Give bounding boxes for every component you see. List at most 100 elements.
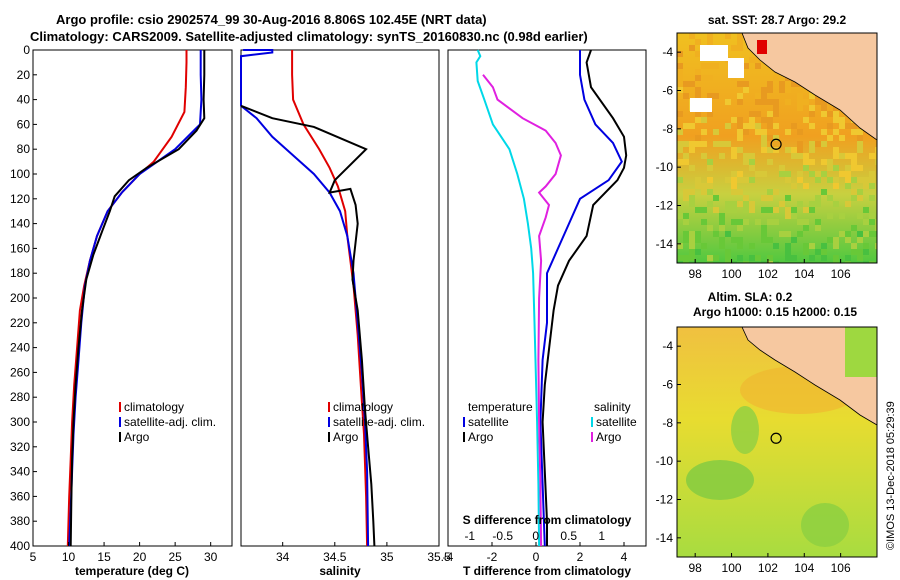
sst-cell — [761, 147, 767, 153]
sst-cell — [761, 225, 767, 231]
map-x-tick-label: 100 — [722, 561, 742, 575]
sst-cell — [713, 63, 719, 69]
sst-cell — [689, 165, 695, 171]
sst-cell — [761, 129, 767, 135]
sst-cell — [725, 207, 731, 213]
y-tick-label: 140 — [10, 217, 30, 231]
sst-cell — [857, 177, 863, 183]
sst-cell — [773, 135, 779, 141]
sst-cell — [839, 231, 845, 237]
sst-cell — [833, 177, 839, 183]
sst-cell — [707, 39, 713, 45]
sst-cell — [743, 123, 749, 129]
sst-cell — [797, 105, 803, 111]
sst-cell — [803, 153, 809, 159]
sst-cell — [749, 243, 755, 249]
sst-cell — [797, 141, 803, 147]
sst-cell — [737, 33, 743, 39]
sst-cell — [737, 45, 743, 51]
sst-cell — [785, 87, 791, 93]
sst-cell — [785, 147, 791, 153]
sst-cell — [743, 81, 749, 87]
sst-cell — [701, 117, 707, 123]
sst-cell — [677, 63, 683, 69]
sst-cell — [845, 177, 851, 183]
sst-cell — [827, 237, 833, 243]
sst-cell — [677, 141, 683, 147]
salinity-xlabel: salinity — [319, 564, 361, 578]
sst-cell — [827, 165, 833, 171]
sst-cell — [743, 87, 749, 93]
sst-cell — [749, 117, 755, 123]
sst-cell — [833, 237, 839, 243]
map-x-tick-label: 106 — [831, 561, 851, 575]
sst-cell — [695, 177, 701, 183]
sst-cell — [725, 255, 731, 261]
sst-map-title: sat. SST: 28.7 Argo: 29.2 — [708, 13, 847, 27]
temperature-xlabel: temperature (deg C) — [75, 564, 189, 578]
sst-cell — [863, 249, 869, 255]
sst-cell — [827, 213, 833, 219]
sst-cell — [821, 141, 827, 147]
sst-cell — [815, 141, 821, 147]
sst-cell — [677, 81, 683, 87]
sst-cell — [845, 153, 851, 159]
difference-x2label: S difference from climatology — [463, 513, 632, 527]
sst-cell — [743, 129, 749, 135]
sst-cell — [773, 105, 779, 111]
sst-cell — [767, 147, 773, 153]
sst-cell — [791, 237, 797, 243]
series-line-climatology — [291, 50, 369, 547]
sst-cell — [815, 249, 821, 255]
map-x-tick-label: 100 — [722, 267, 742, 281]
sst-cell — [839, 117, 845, 123]
sst-cell — [707, 225, 713, 231]
legend-label: satellite-adj. clim. — [124, 415, 216, 429]
sst-cell — [743, 219, 749, 225]
sst-cell — [683, 255, 689, 261]
x2-tick-label: 1 — [598, 529, 605, 543]
sst-cell — [677, 75, 683, 81]
sst-cell — [827, 159, 833, 165]
header-line-2: Climatology: CARS2009. Satellite-adjuste… — [30, 29, 588, 44]
sst-cell — [863, 261, 869, 263]
sst-cell — [803, 249, 809, 255]
sst-cell — [815, 171, 821, 177]
sst-cell — [851, 189, 857, 195]
sst-cell — [845, 165, 851, 171]
sst-cell — [827, 135, 833, 141]
map-y-tick-label: -4 — [662, 45, 673, 59]
sst-cell — [695, 237, 701, 243]
series-line-Argo — [240, 104, 376, 547]
difference-panel: -4 -2 0 2 4 -1 -0.5 0 0.5 1 T difference from cli… — [443, 49, 647, 578]
y-tick-label: 320 — [10, 440, 30, 454]
map-x-tick-label: 106 — [831, 267, 851, 281]
sst-cell — [725, 177, 731, 183]
sst-cell — [803, 183, 809, 189]
sst-cell — [791, 81, 797, 87]
sst-cell — [797, 93, 803, 99]
y-tick-label: 180 — [10, 266, 30, 280]
sst-cell — [785, 99, 791, 105]
map-y-tick-label: -12 — [656, 199, 674, 213]
sst-cell — [731, 147, 737, 153]
sst-cell — [683, 231, 689, 237]
sst-cell — [725, 231, 731, 237]
sst-cell — [731, 219, 737, 225]
sla-low-patch-2 — [686, 460, 754, 500]
sst-cell — [701, 189, 707, 195]
x2-tick-label: 0 — [532, 529, 539, 543]
y-tick-label: 0 — [23, 43, 30, 57]
sst-cell — [725, 249, 731, 255]
sst-cell — [731, 117, 737, 123]
sst-cell — [851, 177, 857, 183]
sst-cell — [839, 135, 845, 141]
sst-cell — [779, 231, 785, 237]
sst-cell — [785, 171, 791, 177]
sst-cell — [719, 225, 725, 231]
sst-cell — [713, 129, 719, 135]
sst-cell — [695, 39, 701, 45]
map-y-tick-label: -4 — [662, 339, 673, 353]
sst-cell — [767, 261, 773, 263]
y-tick-label: 300 — [10, 415, 30, 429]
